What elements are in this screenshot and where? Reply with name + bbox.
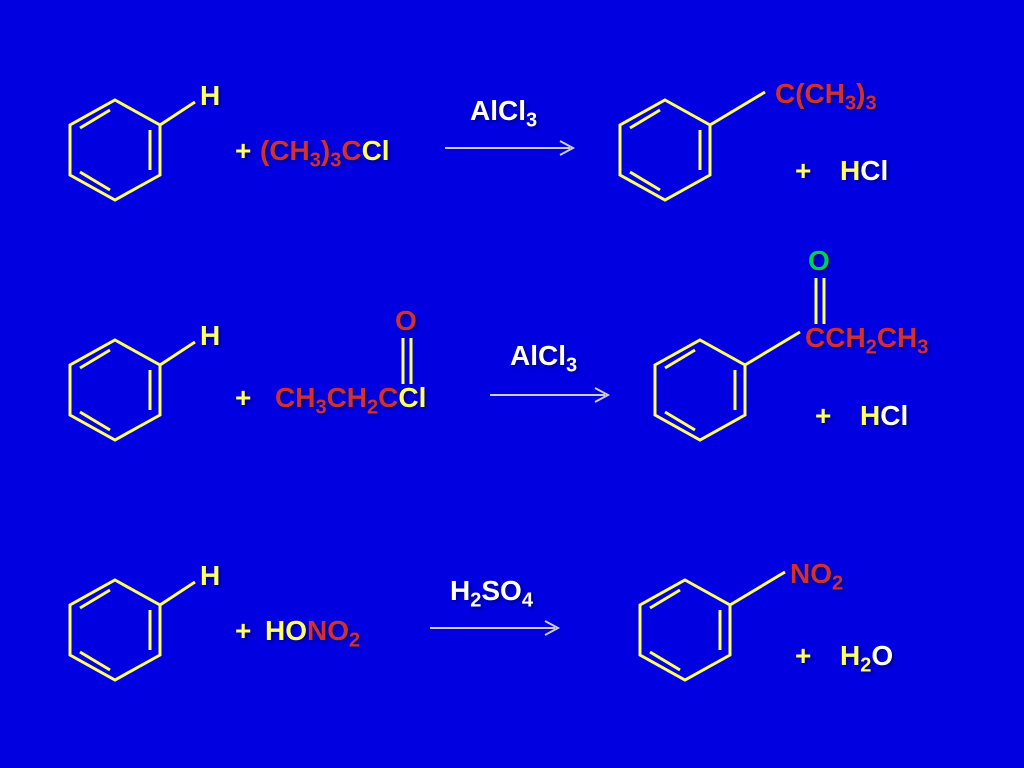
plus-1b: + <box>795 155 811 187</box>
benzene-product-3 <box>620 570 800 700</box>
product-sub-1-p1: 3 <box>845 93 856 115</box>
product-sub-2-p0: C <box>805 322 825 353</box>
product-2-carbonyl-bond <box>812 278 828 324</box>
reagent-2: CH3CH2CCl <box>275 382 426 420</box>
catalyst-1-p0: AlCl <box>470 95 526 126</box>
product-sub-2-p3: CH <box>877 322 917 353</box>
reagent-1-p3: 3 <box>330 150 341 172</box>
reagent-2-p4: C <box>378 382 398 413</box>
reagent-3-p0: HO <box>265 615 307 646</box>
benzene-reactant-1 <box>50 90 210 220</box>
benzene-product-1 <box>600 90 780 220</box>
reagent-3: HONO2 <box>265 615 360 653</box>
product-sub-3-p0: NO <box>790 558 832 589</box>
byproduct-1: HCl <box>840 155 888 187</box>
catalyst-1: AlCl3 <box>470 95 537 133</box>
product-sub-2-p1: CH <box>825 322 865 353</box>
plus-3b: + <box>795 640 811 672</box>
product-sub-1: C(CH3)3 <box>775 78 877 116</box>
product-sub-1-p0: C(CH <box>775 78 845 109</box>
benzene-product-2 <box>635 330 815 460</box>
reagent-1-p1: 3 <box>310 150 321 172</box>
catalyst-2: AlCl3 <box>510 340 577 378</box>
catalyst-3: H2SO4 <box>450 575 533 613</box>
byproduct-2-p1: Cl <box>880 400 908 431</box>
reagent-2-carbonyl-O: O <box>395 305 417 337</box>
product-2-carbonyl-O: O <box>808 245 830 277</box>
byproduct-2: HCl <box>860 400 908 432</box>
reagent-1: (CH3)3CCl <box>260 135 390 173</box>
reagent-1-p0: (CH <box>260 135 310 166</box>
product-sub-2-p2: 2 <box>866 337 877 359</box>
catalyst-3-p1: 2 <box>470 590 481 612</box>
reagent-1-p4: C <box>341 135 361 166</box>
reactant-sub-1: H <box>200 80 220 112</box>
plus-2b: + <box>815 400 831 432</box>
reagent-2-p2: CH <box>327 382 367 413</box>
reagent-1-p5: Cl <box>362 135 390 166</box>
byproduct-3-p0: H <box>840 640 860 671</box>
product-sub-1-p3: 3 <box>865 93 876 115</box>
reagent-2-p5: Cl <box>398 382 426 413</box>
reagent-2-p1: 3 <box>315 397 326 419</box>
arrow-2 <box>490 385 620 405</box>
arrow-1 <box>445 138 585 158</box>
byproduct-3-p2: O <box>871 640 893 671</box>
reactant-sub-3: H <box>200 560 220 592</box>
benzene-reactant-2 <box>50 330 210 460</box>
reagent-2-p0: CH <box>275 382 315 413</box>
reactant-sub-2: H <box>200 320 220 352</box>
product-sub-3-p1: 2 <box>832 573 843 595</box>
byproduct-1-p0: H <box>840 155 860 186</box>
catalyst-2-p1: 3 <box>566 355 577 377</box>
byproduct-1-p1: Cl <box>860 155 888 186</box>
byproduct-3: H2O <box>840 640 893 678</box>
product-sub-2: CCH2CH3 <box>805 322 928 360</box>
reagent-3-p2: 2 <box>349 630 360 652</box>
catalyst-3-p0: H <box>450 575 470 606</box>
catalyst-2-p0: AlCl <box>510 340 566 371</box>
reagent-3-p1: NO <box>307 615 349 646</box>
catalyst-1-p1: 3 <box>526 110 537 132</box>
arrow-3 <box>430 618 570 638</box>
reagent-2-p3: 2 <box>367 397 378 419</box>
reagent-2-carbonyl-bond <box>399 338 415 384</box>
benzene-reactant-3 <box>50 570 210 700</box>
catalyst-3-p3: 4 <box>522 590 533 612</box>
product-sub-2-p4: 3 <box>917 337 928 359</box>
plus-2a: + <box>235 382 251 414</box>
byproduct-2-p0: H <box>860 400 880 431</box>
byproduct-3-p1: 2 <box>860 655 871 677</box>
catalyst-3-p2: SO <box>481 575 521 606</box>
product-sub-3: NO2 <box>790 558 843 596</box>
plus-3a: + <box>235 615 251 647</box>
plus-1a: + <box>235 135 251 167</box>
reagent-1-p2: ) <box>321 135 330 166</box>
